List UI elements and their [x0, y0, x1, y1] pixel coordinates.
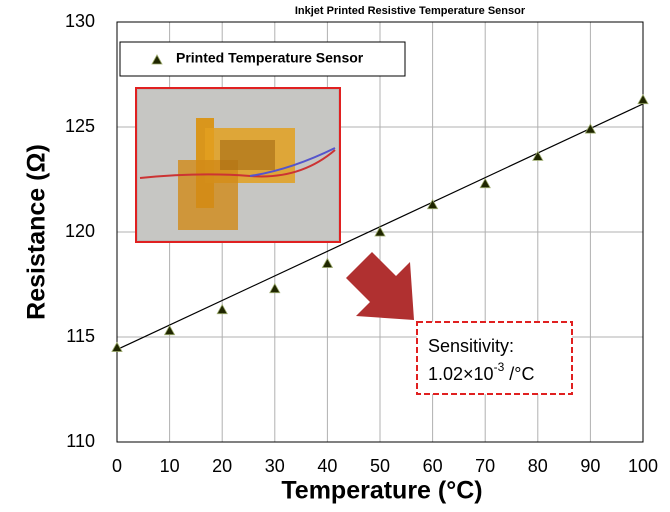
y-tick-label: 110 [66, 431, 95, 451]
annotation-text: 1.02×10-3 /°C [428, 360, 534, 384]
arrow [346, 252, 414, 320]
chart: Inkjet Printed Resistive Temperature Sen… [0, 0, 670, 512]
x-tick-label: 90 [580, 456, 600, 476]
x-tick-label: 10 [160, 456, 180, 476]
data-point [480, 179, 490, 188]
y-tick-label: 120 [65, 221, 95, 241]
x-tick-label: 40 [317, 456, 337, 476]
sensor-photo [136, 88, 340, 242]
x-tick-label: 80 [528, 456, 548, 476]
data-point [217, 305, 227, 314]
annotation-text: /°C [504, 364, 534, 384]
data-point [638, 95, 648, 104]
legend: Printed Temperature Sensor [120, 42, 405, 76]
y-axis-label: Resistance (Ω) [23, 144, 51, 320]
x-tick-label: 70 [475, 456, 495, 476]
data-point [533, 151, 543, 160]
data-point [322, 259, 332, 268]
x-tick-label: 20 [212, 456, 232, 476]
annotation-text: -3 [494, 360, 505, 374]
annotation-text: 1.02×10 [428, 364, 494, 384]
data-point [270, 284, 280, 293]
data-point [585, 124, 595, 133]
x-tick-label: 0 [112, 456, 122, 476]
y-tick-label: 115 [66, 326, 95, 346]
x-tick-label: 30 [265, 456, 285, 476]
x-tick-label: 100 [628, 456, 658, 476]
y-tick-label: 125 [65, 116, 95, 136]
chart-title: Inkjet Printed Resistive Temperature Sen… [295, 5, 526, 17]
data-point [112, 343, 122, 352]
x-tick-label: 50 [370, 456, 390, 476]
legend-label: Printed Temperature Sensor [176, 50, 364, 66]
x-tick-label: 60 [423, 456, 443, 476]
y-tick-label: 130 [65, 11, 95, 31]
annotation-text: Sensitivity: [428, 336, 514, 356]
x-axis-label: Temperature (°C) [281, 477, 482, 505]
annotation: Sensitivity: 1.02×10-3 /°C [417, 322, 572, 394]
